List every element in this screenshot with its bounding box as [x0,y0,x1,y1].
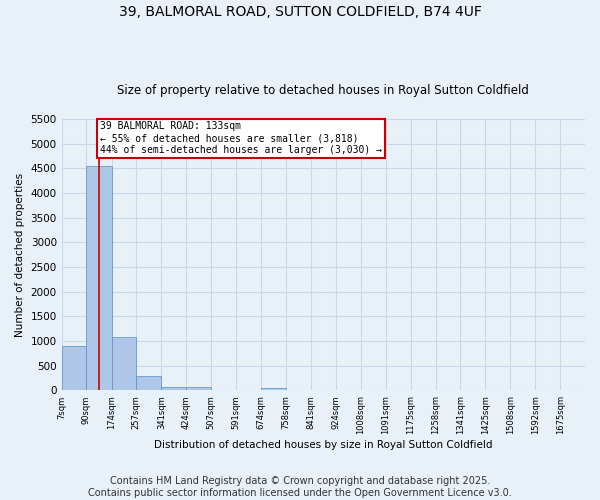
Bar [161,387,186,390]
Bar [186,388,211,390]
Bar [112,338,136,390]
Bar [86,166,112,390]
Title: Size of property relative to detached houses in Royal Sutton Coldfield: Size of property relative to detached ho… [118,84,529,97]
Y-axis label: Number of detached properties: Number of detached properties [15,172,25,337]
Text: 39, BALMORAL ROAD, SUTTON COLDFIELD, B74 4UF: 39, BALMORAL ROAD, SUTTON COLDFIELD, B74… [119,5,481,19]
Bar [136,376,161,390]
Bar [62,346,86,391]
Bar [261,388,286,390]
Text: Contains HM Land Registry data © Crown copyright and database right 2025.
Contai: Contains HM Land Registry data © Crown c… [88,476,512,498]
X-axis label: Distribution of detached houses by size in Royal Sutton Coldfield: Distribution of detached houses by size … [154,440,493,450]
Text: 39 BALMORAL ROAD: 133sqm
← 55% of detached houses are smaller (3,818)
44% of sem: 39 BALMORAL ROAD: 133sqm ← 55% of detach… [100,122,382,154]
